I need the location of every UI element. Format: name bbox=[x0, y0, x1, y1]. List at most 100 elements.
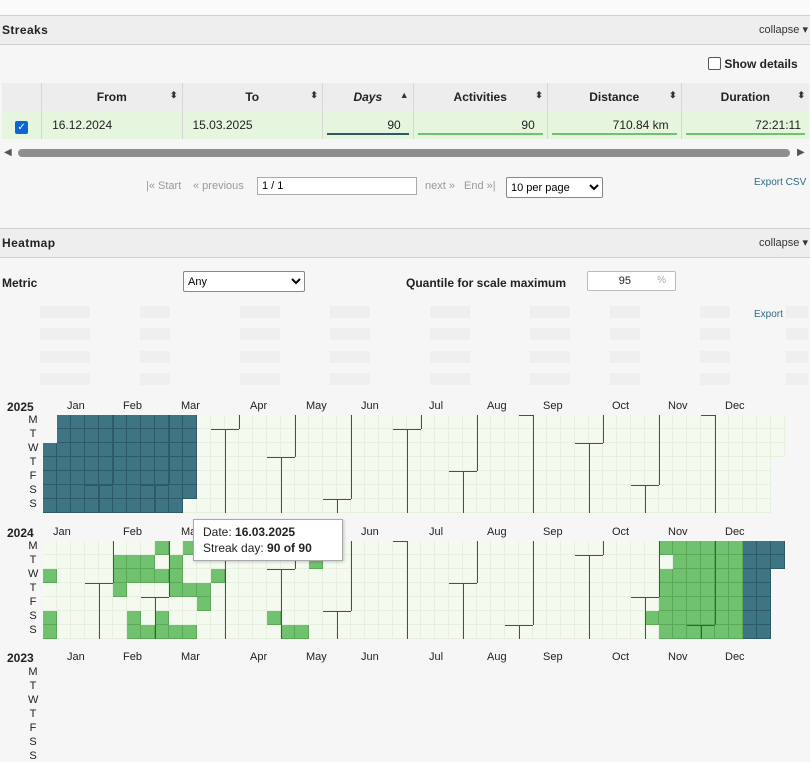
heatmap-day-cell[interactable] bbox=[617, 569, 631, 583]
heatmap-day-cell[interactable] bbox=[337, 415, 351, 429]
heatmap-day-cell[interactable] bbox=[659, 541, 673, 555]
heatmap-day-cell[interactable] bbox=[687, 499, 701, 513]
heatmap-day-cell[interactable] bbox=[183, 429, 197, 443]
heatmap-day-cell[interactable] bbox=[127, 415, 141, 429]
heatmap-day-cell[interactable] bbox=[505, 625, 519, 639]
heatmap-day-cell[interactable] bbox=[85, 569, 99, 583]
heatmap-day-cell[interactable] bbox=[743, 429, 757, 443]
heatmap-day-cell[interactable] bbox=[99, 443, 113, 457]
heatmap-day-cell[interactable] bbox=[449, 555, 463, 569]
heatmap-day-cell[interactable] bbox=[757, 457, 771, 471]
heatmap-day-cell[interactable] bbox=[645, 471, 659, 485]
heatmap-day-cell[interactable] bbox=[57, 555, 71, 569]
heatmap-day-cell[interactable] bbox=[211, 583, 225, 597]
heatmap-day-cell[interactable] bbox=[743, 485, 757, 499]
heatmap-day-cell[interactable] bbox=[617, 583, 631, 597]
heatmap-day-cell[interactable] bbox=[323, 569, 337, 583]
heatmap-day-cell[interactable] bbox=[505, 555, 519, 569]
heatmap-day-cell[interactable] bbox=[225, 625, 239, 639]
heatmap-day-cell[interactable] bbox=[393, 625, 407, 639]
heatmap-day-cell[interactable] bbox=[43, 555, 57, 569]
heatmap-day-cell[interactable] bbox=[71, 597, 85, 611]
heatmap-day-cell[interactable] bbox=[351, 597, 365, 611]
heatmap-day-cell[interactable] bbox=[155, 471, 169, 485]
heatmap-day-cell[interactable] bbox=[267, 415, 281, 429]
heatmap-day-cell[interactable] bbox=[561, 541, 575, 555]
heatmap-day-cell[interactable] bbox=[85, 415, 99, 429]
heatmap-day-cell[interactable] bbox=[239, 625, 253, 639]
heatmap-day-cell[interactable] bbox=[85, 429, 99, 443]
heatmap-day-cell[interactable] bbox=[645, 611, 659, 625]
heatmap-day-cell[interactable] bbox=[435, 611, 449, 625]
heatmap-day-cell[interactable] bbox=[603, 583, 617, 597]
heatmap-day-cell[interactable] bbox=[631, 625, 645, 639]
heatmap-day-cell[interactable] bbox=[561, 569, 575, 583]
heatmap-day-cell[interactable] bbox=[57, 443, 71, 457]
heatmap-day-cell[interactable] bbox=[379, 471, 393, 485]
heatmap-day-cell[interactable] bbox=[197, 443, 211, 457]
heatmap-day-cell[interactable] bbox=[169, 485, 183, 499]
heatmap-day-cell[interactable] bbox=[589, 611, 603, 625]
heatmap-day-cell[interactable] bbox=[183, 611, 197, 625]
heatmap-day-cell[interactable] bbox=[547, 429, 561, 443]
heatmap-day-cell[interactable] bbox=[337, 569, 351, 583]
heatmap-day-cell[interactable] bbox=[141, 569, 155, 583]
heatmap-day-cell[interactable] bbox=[561, 485, 575, 499]
heatmap-day-cell[interactable] bbox=[253, 457, 267, 471]
heatmap-day-cell[interactable] bbox=[309, 611, 323, 625]
heatmap-day-cell[interactable] bbox=[281, 457, 295, 471]
heatmap-day-cell[interactable] bbox=[631, 611, 645, 625]
heatmap-day-cell[interactable] bbox=[239, 443, 253, 457]
heatmap-day-cell[interactable] bbox=[687, 457, 701, 471]
heatmap-day-cell[interactable] bbox=[407, 611, 421, 625]
heatmap-day-cell[interactable] bbox=[505, 499, 519, 513]
heatmap-day-cell[interactable] bbox=[673, 415, 687, 429]
heatmap-day-cell[interactable] bbox=[365, 597, 379, 611]
column-header-activities[interactable]: Activities ⬍ bbox=[413, 83, 548, 111]
heatmap-day-cell[interactable] bbox=[743, 457, 757, 471]
heatmap-day-cell[interactable] bbox=[645, 499, 659, 513]
heatmap-day-cell[interactable] bbox=[449, 429, 463, 443]
heatmap-day-cell[interactable] bbox=[729, 457, 743, 471]
heatmap-day-cell[interactable] bbox=[71, 541, 85, 555]
heatmap-day-cell[interactable] bbox=[575, 625, 589, 639]
heatmap-day-cell[interactable] bbox=[477, 569, 491, 583]
horizontal-scrollbar[interactable] bbox=[18, 149, 790, 157]
heatmap-day-cell[interactable] bbox=[505, 569, 519, 583]
export-png-link[interactable]: Export PNG bbox=[754, 309, 808, 320]
heatmap-day-cell[interactable] bbox=[715, 415, 729, 429]
heatmap-day-cell[interactable] bbox=[561, 499, 575, 513]
heatmap-day-cell[interactable] bbox=[407, 541, 421, 555]
heatmap-day-cell[interactable] bbox=[561, 625, 575, 639]
heatmap-day-cell[interactable] bbox=[463, 569, 477, 583]
heatmap-day-cell[interactable] bbox=[85, 457, 99, 471]
heatmap-day-cell[interactable] bbox=[645, 457, 659, 471]
heatmap-day-cell[interactable] bbox=[225, 415, 239, 429]
heatmap-day-cell[interactable] bbox=[505, 541, 519, 555]
heatmap-day-cell[interactable] bbox=[295, 499, 309, 513]
heatmap-day-cell[interactable] bbox=[57, 625, 71, 639]
heatmap-day-cell[interactable] bbox=[561, 443, 575, 457]
heatmap-day-cell[interactable] bbox=[281, 569, 295, 583]
heatmap-day-cell[interactable] bbox=[701, 443, 715, 457]
heatmap-day-cell[interactable] bbox=[701, 583, 715, 597]
heatmap-day-cell[interactable] bbox=[351, 485, 365, 499]
heatmap-day-cell[interactable] bbox=[743, 569, 757, 583]
heatmap-day-cell[interactable] bbox=[743, 555, 757, 569]
heatmap-day-cell[interactable] bbox=[337, 429, 351, 443]
heatmap-day-cell[interactable] bbox=[183, 471, 197, 485]
heatmap-day-cell[interactable] bbox=[155, 625, 169, 639]
heatmap-day-cell[interactable] bbox=[729, 597, 743, 611]
heatmap-day-cell[interactable] bbox=[715, 541, 729, 555]
heatmap-day-cell[interactable] bbox=[141, 583, 155, 597]
heatmap-day-cell[interactable] bbox=[589, 415, 603, 429]
heatmap-day-cell[interactable] bbox=[547, 485, 561, 499]
heatmap-day-cell[interactable] bbox=[379, 541, 393, 555]
heatmap-day-cell[interactable] bbox=[589, 457, 603, 471]
heatmap-day-cell[interactable] bbox=[253, 499, 267, 513]
heatmap-day-cell[interactable] bbox=[463, 625, 477, 639]
heatmap-day-cell[interactable] bbox=[575, 611, 589, 625]
heatmap-day-cell[interactable] bbox=[141, 555, 155, 569]
heatmap-day-cell[interactable] bbox=[253, 415, 267, 429]
heatmap-day-cell[interactable] bbox=[603, 541, 617, 555]
